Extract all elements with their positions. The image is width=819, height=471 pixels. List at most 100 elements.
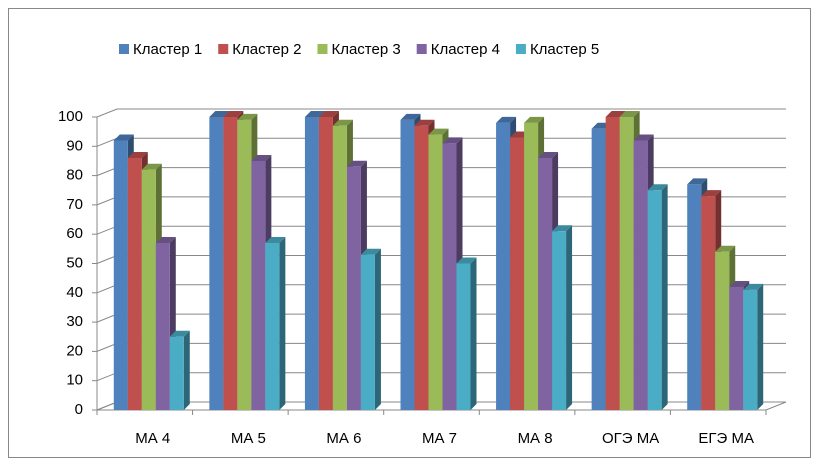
legend: Кластер 1 Кластер 2 Кластер 3 Кластер 4 Клас…: [119, 41, 599, 58]
x-tick-label: МА 4: [135, 430, 170, 447]
bar: [318, 117, 333, 410]
bar-top: [155, 236, 176, 243]
bar-top: [414, 119, 435, 126]
bar-side: [183, 330, 190, 410]
bar: [209, 117, 224, 410]
bar: [346, 166, 361, 410]
bar-top: [318, 111, 339, 117]
bar: [223, 117, 238, 410]
bar: [591, 128, 606, 410]
bar-top: [400, 113, 421, 120]
bar: [113, 140, 128, 410]
x-tick-label: МА 7: [422, 430, 457, 447]
bar-top: [605, 111, 626, 117]
bar: [414, 125, 429, 410]
legend-swatch: [119, 44, 129, 54]
bar-top: [701, 190, 722, 197]
bar-top: [715, 245, 736, 252]
y-tick-label: 100: [58, 108, 83, 125]
legend-swatch: [218, 44, 229, 54]
bar-top: [687, 178, 708, 185]
legend-label: Кластер 1: [133, 41, 202, 58]
y-tick-label: 80: [66, 167, 83, 184]
bar: [552, 231, 567, 410]
bar: [743, 289, 758, 410]
x-tick-label: ОГЭ МА: [602, 430, 659, 447]
bar: [456, 263, 471, 410]
bar: [538, 158, 553, 410]
bar-top: [127, 152, 148, 159]
bar: [127, 158, 142, 410]
bar: [237, 119, 252, 411]
bar-top: [237, 113, 258, 120]
bar-top: [428, 128, 449, 135]
bar-top: [169, 330, 190, 337]
bar-top: [538, 152, 559, 159]
bar-top: [360, 248, 381, 255]
bar-side: [279, 236, 286, 410]
bar-top: [442, 137, 463, 144]
grid-line: [96, 108, 786, 118]
y-tick-label: 60: [66, 225, 83, 242]
y-tick-label: 30: [66, 313, 83, 330]
bar-side: [374, 248, 381, 410]
bar-top: [496, 116, 517, 123]
x-tick-label: МА 5: [231, 430, 266, 447]
bar-top: [647, 184, 668, 191]
bar-top: [265, 236, 286, 243]
bar: [360, 254, 375, 410]
bar: [619, 117, 634, 410]
bar-side: [470, 257, 477, 410]
legend-swatch: [416, 44, 427, 54]
bar: [304, 117, 319, 410]
bar-top: [633, 134, 654, 141]
bar: [633, 140, 648, 410]
bar-side: [757, 283, 764, 410]
x-tick-label: МА 6: [326, 430, 361, 447]
y-tick-label: 0: [75, 401, 83, 418]
legend-label: Кластер 3: [331, 41, 400, 58]
legend-label: Кластер 2: [232, 41, 301, 58]
bar-top: [113, 134, 134, 141]
bar: [265, 242, 280, 410]
bar-top: [304, 111, 325, 117]
bar-top: [619, 111, 640, 117]
y-tick-label: 40: [66, 284, 83, 301]
bar-top: [251, 154, 272, 161]
bar-top: [729, 280, 750, 287]
bar-side: [661, 184, 668, 410]
bar: [332, 125, 347, 410]
bar: [400, 119, 415, 411]
bar-top: [456, 257, 477, 264]
legend-label: Кластер 5: [530, 41, 599, 58]
bar-top: [332, 119, 353, 126]
bar: [701, 196, 716, 410]
legend-label: Кластер 4: [431, 41, 500, 58]
bar-top: [552, 225, 573, 232]
y-tick-label: 70: [66, 196, 83, 213]
bars: [113, 111, 764, 411]
x-tick-label: ЕГЭ МА: [698, 430, 754, 447]
bar-top: [209, 111, 230, 117]
x-tick-label: МА 8: [518, 430, 553, 447]
bar: [141, 169, 156, 410]
legend-swatch: [317, 44, 328, 54]
bar: [729, 286, 744, 410]
legend-swatch: [515, 44, 526, 54]
y-tick-label: 50: [66, 254, 83, 271]
bar: [428, 134, 443, 410]
y-tick-label: 10: [66, 372, 83, 389]
bar: [169, 336, 184, 410]
bar-top: [223, 111, 244, 117]
y-tick-label: 20: [66, 342, 83, 359]
bar: [605, 117, 620, 410]
bar: [647, 190, 662, 410]
bar: [524, 122, 539, 411]
bar-top: [743, 283, 764, 290]
bar: [687, 184, 702, 410]
bar-side: [566, 225, 573, 410]
bar: [155, 242, 170, 410]
bar: [442, 143, 457, 410]
